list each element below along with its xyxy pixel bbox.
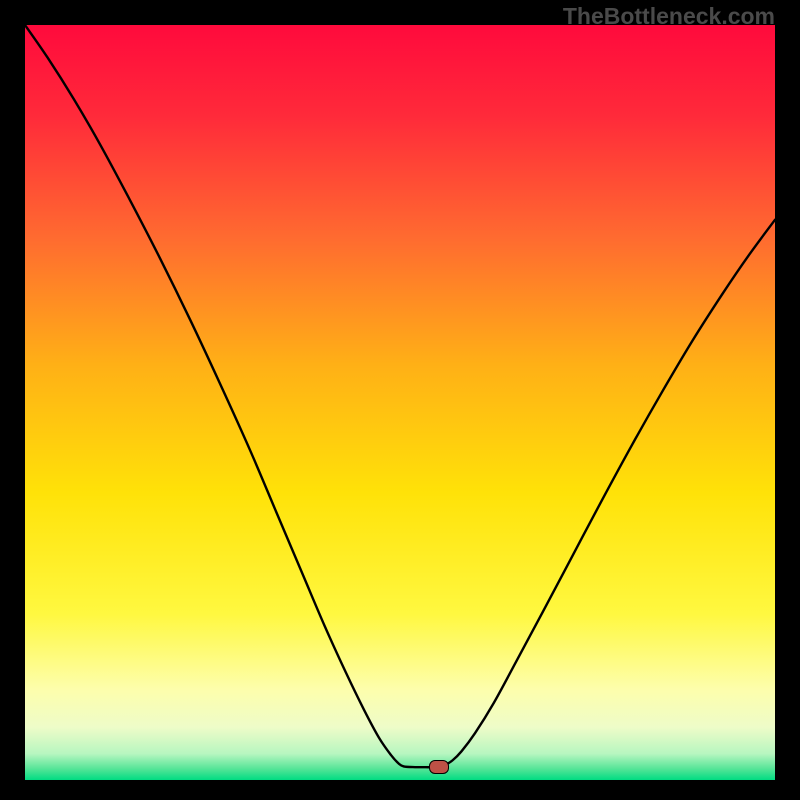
chart-frame: TheBottleneck.com (0, 0, 800, 800)
plot-area (25, 25, 775, 780)
watermark-text: TheBottleneck.com (563, 3, 775, 30)
gradient-background (25, 25, 775, 780)
optimal-point-marker (429, 760, 449, 774)
